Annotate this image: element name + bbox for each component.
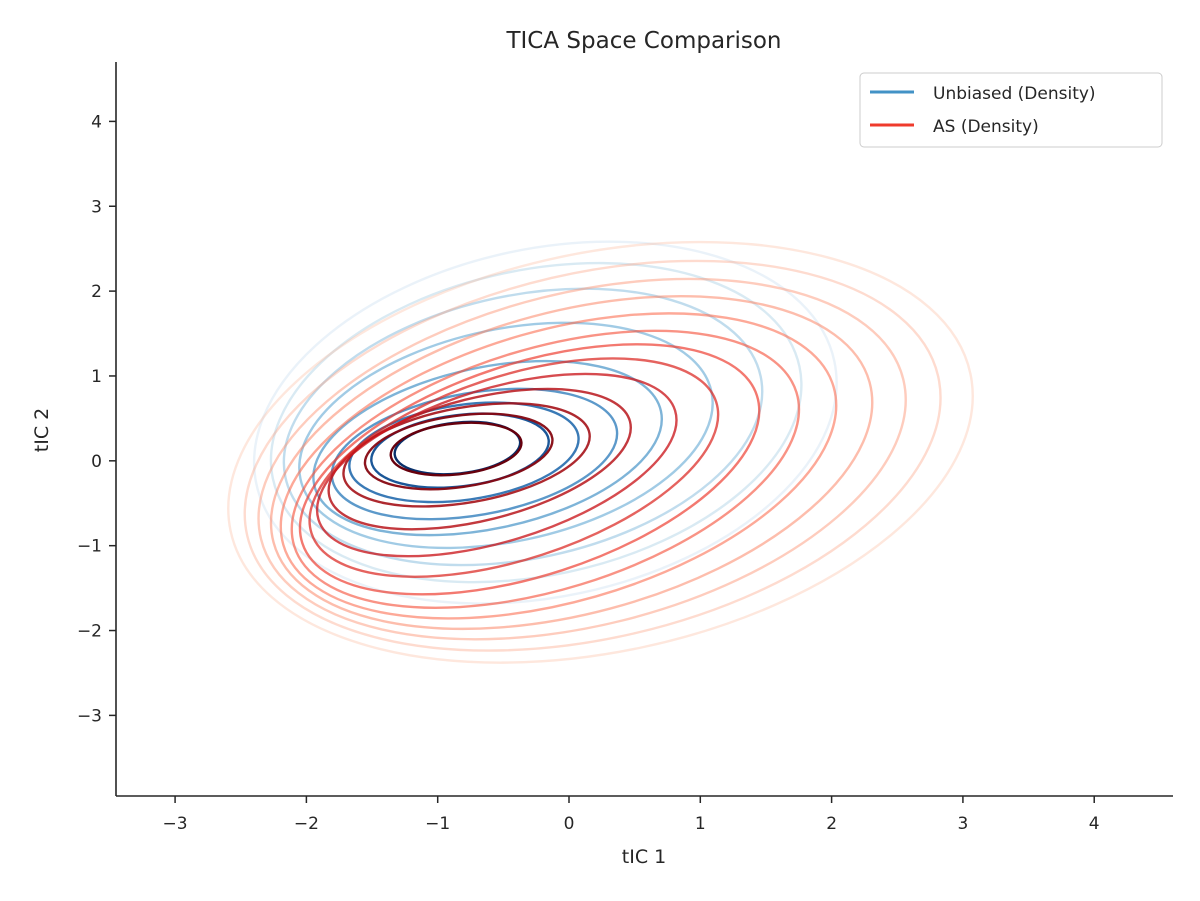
x-tick-label: 3 (957, 814, 968, 834)
y-tick-label: 2 (91, 282, 102, 302)
unbiased-contour-level (348, 401, 580, 504)
y-tick-label: 4 (91, 112, 102, 132)
as-contour-level (363, 412, 554, 491)
as-contour-level (389, 421, 523, 477)
y-tick-label: 1 (91, 367, 102, 387)
legend-label-as: AS (Density) (933, 117, 1039, 137)
x-axis-title: tIC 1 (622, 846, 666, 868)
as-contour-level (279, 312, 838, 620)
unbiased-contour-level (269, 261, 803, 584)
as-contour-level (308, 357, 720, 578)
legend-label-unbiased: Unbiased (Density) (933, 84, 1096, 104)
y-tick-label: −3 (77, 706, 102, 726)
legend-box (859, 72, 1163, 148)
x-tick-label: 4 (1089, 814, 1100, 834)
y-tick-label: −2 (77, 622, 102, 642)
legend: Unbiased (Density) AS (Density) (859, 72, 1163, 148)
y-ticks: −3 −2 −1 0 1 2 3 4 (77, 112, 116, 726)
as-contour-level (269, 294, 874, 631)
as-contour-level (243, 259, 942, 652)
y-tick-label: 0 (91, 452, 102, 472)
x-tick-label: 2 (826, 814, 837, 834)
as-contour-level (327, 387, 632, 531)
x-tick-label: −3 (163, 814, 188, 834)
x-ticks: −3 −2 −1 0 1 2 3 4 (163, 796, 1100, 834)
as-contour-level (298, 343, 761, 596)
y-tick-label: 3 (91, 197, 102, 217)
as-contour-level (290, 329, 801, 609)
axes (115, 62, 1173, 797)
unbiased-contour-level (282, 287, 764, 567)
x-tick-label: 1 (695, 814, 706, 834)
as-contour-level (342, 402, 591, 508)
as-contour-level (257, 277, 907, 641)
x-tick-label: −1 (425, 814, 450, 834)
chart-title: TICA Space Comparison (505, 28, 781, 54)
y-axis-title: tIC 2 (31, 408, 53, 452)
y-tick-label: −1 (77, 537, 102, 557)
x-tick-label: −2 (294, 814, 319, 834)
as-contour-level (227, 240, 974, 664)
unbiased-contour-level (252, 240, 838, 605)
x-tick-label: 0 (564, 814, 575, 834)
contour-plot (227, 240, 974, 664)
as-contour-level (315, 372, 678, 558)
